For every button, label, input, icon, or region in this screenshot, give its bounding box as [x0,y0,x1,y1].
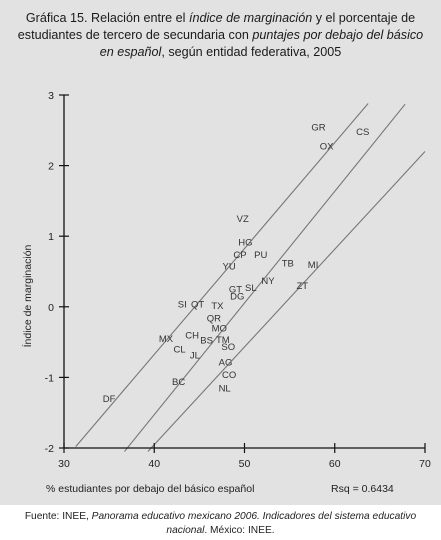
point-label-mo: MO [212,323,227,334]
y-tick-label: 2 [48,161,54,173]
title-text-2: índice de marginación [188,11,313,25]
chart-panel [0,0,441,505]
point-label-jl: JL [190,350,200,361]
line-fit [124,103,406,452]
y-tick-label: -2 [45,443,54,455]
point-label-ag: AG [219,357,233,368]
x-tick-label: 50 [239,458,251,470]
footer-text-2: Panorama educativo mexicano 2006. Indica… [91,511,417,536]
chart-title: Gráfica 15. Relación entre el índice de … [10,10,431,61]
source-footer: Fuente: INEE, Panorama educativo mexican… [6,510,435,538]
point-label-zt: ZT [296,281,308,292]
x-tick-label: 40 [148,458,160,470]
point-label-bs: BS [200,335,213,346]
point-label-df: DF [103,394,116,405]
title-text-1: Gráfica 15. Relación entre el [25,11,189,25]
point-label-qt: QT [191,299,204,310]
footer-text-1: Fuente: INEE, [24,511,92,522]
point-label-yu: YU [223,261,236,272]
point-label-vz: VZ [237,214,249,225]
point-label-gr: GR [311,122,325,133]
point-label-tm: TM [216,335,230,346]
line-lower [147,151,426,452]
fit-lines [75,103,426,452]
point-label-pu: PU [254,250,267,261]
x-tick-label: 30 [58,458,70,470]
point-label-hg: HG [238,237,252,248]
point-label-dg: DG [230,292,244,303]
point-label-ny: NY [261,276,275,287]
line-upper [75,103,369,447]
footer-text-3: . México: INEE. [204,525,275,536]
point-label-bc: BC [172,377,185,388]
y-tick-label: 3 [48,90,54,102]
y-tick-label: -1 [45,372,54,384]
point-label-nl: NL [219,383,231,394]
title-text-3: y el porcentaje de estudiantes de tercer… [17,11,416,42]
point-label-co: CO [222,370,236,381]
point-label-mi: MI [308,260,319,271]
point-label-cs: CS [356,127,369,138]
x-tick-label: 60 [329,458,341,470]
x-tick-label: 70 [419,458,431,470]
scatter-chart: -2 -1 0 1 2 3 30 40 50 60 70 GR CS OX VZ HG CP PU YU TB MI N… [21,90,431,495]
point-label-mx: MX [159,334,174,345]
title-text-4: puntajes por debajo del básico en españo… [99,28,424,59]
point-label-tb: TB [282,259,294,270]
point-label-qr: QR [207,314,221,325]
rsq-annotation: Rsq = 0.6434 [331,483,394,495]
point-label-so: SO [221,342,235,353]
point-label-si: SI [178,299,187,310]
axes: -2 -1 0 1 2 3 30 40 50 60 70 [45,90,431,470]
point-label-ch: CH [185,331,199,342]
point-label-cl: CL [173,345,185,356]
point-label-tx: TX [211,301,224,312]
y-tick-label: 1 [48,231,54,243]
y-axis-label: Índice de marginación [21,244,34,347]
x-axis-label: % estudiantes por debajo del básico espa… [46,483,254,495]
point-label-cp: CP [233,250,246,261]
point-label-gt: GT [229,285,242,296]
title-text-5: , según entidad federativa, 2005 [161,45,342,59]
y-tick-label: 0 [48,302,54,314]
point-label-sl: SL [245,283,257,294]
point-label-ox: OX [320,141,334,152]
